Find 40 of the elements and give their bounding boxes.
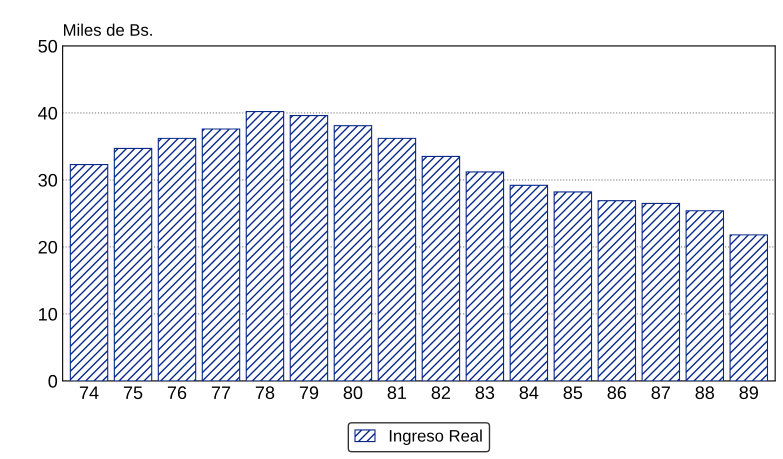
bar [510, 184, 548, 381]
x-tick-label: 80 [344, 386, 362, 400]
y-tick-label: 0 [48, 374, 58, 388]
y-tick-label: 30 [38, 174, 58, 187]
x-tick-label: 89 [740, 386, 758, 400]
x-tick-label: 87 [652, 386, 670, 400]
bar [246, 111, 284, 381]
bar [378, 138, 416, 381]
x-tick-label: 75 [124, 386, 142, 400]
y-tick-label: 50 [38, 40, 58, 53]
y-axis-title: Miles de Bs. [64, 24, 152, 36]
x-tick-label: 78 [256, 386, 274, 400]
bar [642, 202, 680, 381]
bar [730, 234, 768, 381]
x-tick-label: 86 [608, 386, 626, 400]
x-tick-label: 82 [432, 386, 450, 400]
x-tick-label: 88 [696, 386, 714, 400]
x-tick-label: 79 [300, 386, 318, 400]
x-tick-label: 77 [212, 386, 230, 399]
bar [114, 148, 152, 381]
x-tick-label: 85 [564, 386, 582, 400]
bar [466, 171, 504, 381]
x-tick-label: 74 [80, 386, 99, 399]
bar [598, 200, 636, 381]
x-tick-label: 76 [168, 386, 186, 400]
x-tick-label: 84 [520, 386, 538, 400]
bar [422, 156, 460, 381]
y-tick-label: 40 [38, 106, 58, 120]
bar [686, 210, 724, 381]
bar [554, 191, 592, 381]
bar [202, 128, 240, 381]
bar [158, 138, 196, 381]
x-tick-label: 81 [388, 386, 406, 400]
legend-label: Ingreso Real [390, 429, 482, 446]
bar [290, 115, 328, 381]
y-tick-label: 10 [39, 308, 58, 321]
y-tick-label: 20 [38, 240, 58, 254]
bar [334, 125, 372, 381]
bar [70, 164, 108, 381]
x-tick-label: 83 [476, 386, 494, 400]
